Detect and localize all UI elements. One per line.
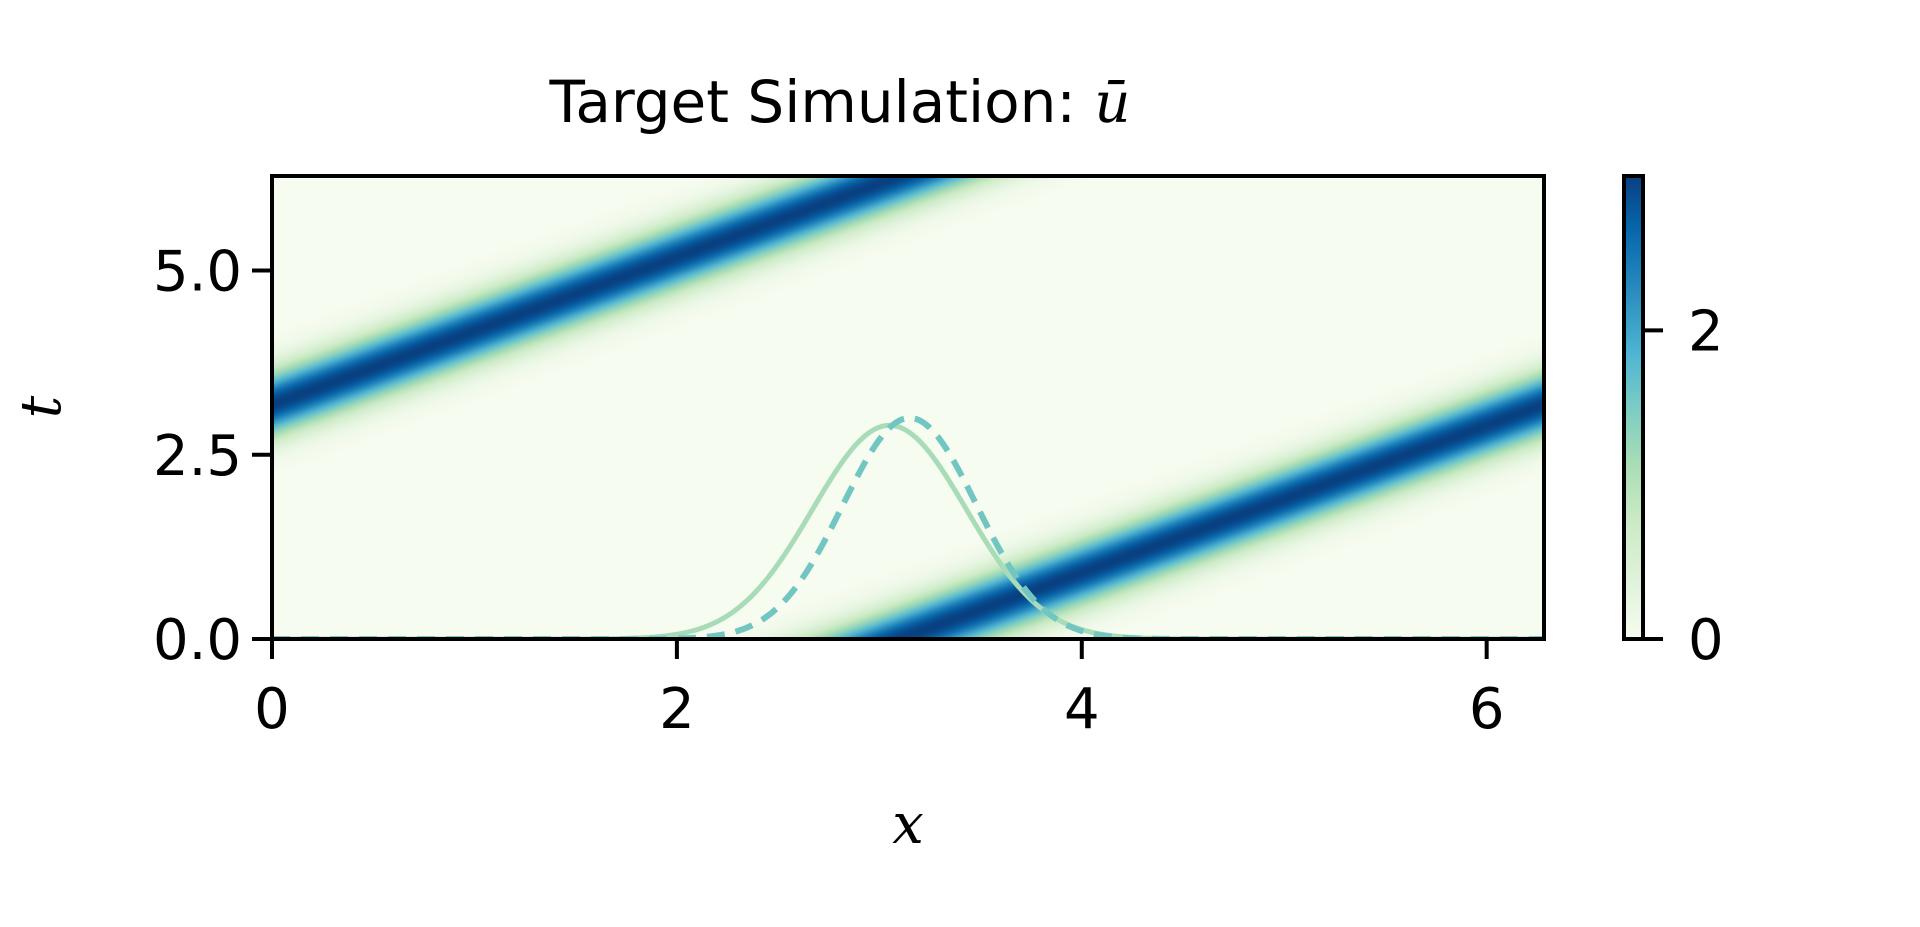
colorbar-frame	[1622, 174, 1645, 641]
heatmap	[272, 176, 1544, 639]
y-tick-label: 0.0	[153, 608, 242, 673]
chart-title-prefix: Target Simulation:	[549, 68, 1095, 136]
y-axis-ticks: 0.0 2.5 5.0	[153, 240, 272, 673]
y-tick-label: 5.0	[153, 240, 242, 305]
plot-frame	[270, 174, 1546, 641]
x-tick-label: 6	[1469, 677, 1505, 742]
x-tick-label: 4	[1064, 677, 1100, 742]
x-tick-label: 2	[659, 677, 695, 742]
chart-title-symbol: ū	[1094, 71, 1130, 136]
x-tick-label: 0	[254, 677, 290, 742]
colorbar-tick-label: 0	[1688, 608, 1724, 673]
chart-title: Target Simulation: ū	[549, 68, 1131, 136]
colorbar-ticks: 02	[1643, 299, 1724, 673]
y-axis-label: t	[9, 395, 74, 418]
overlay-curve-solid	[272, 422, 1544, 639]
y-tick-label: 2.5	[153, 424, 242, 489]
x-axis-label: x	[892, 792, 924, 857]
x-axis-ticks: 0 2 4 6	[254, 639, 1504, 742]
colorbar-tick-label: 2	[1688, 299, 1724, 364]
colorbar	[1624, 176, 1643, 639]
